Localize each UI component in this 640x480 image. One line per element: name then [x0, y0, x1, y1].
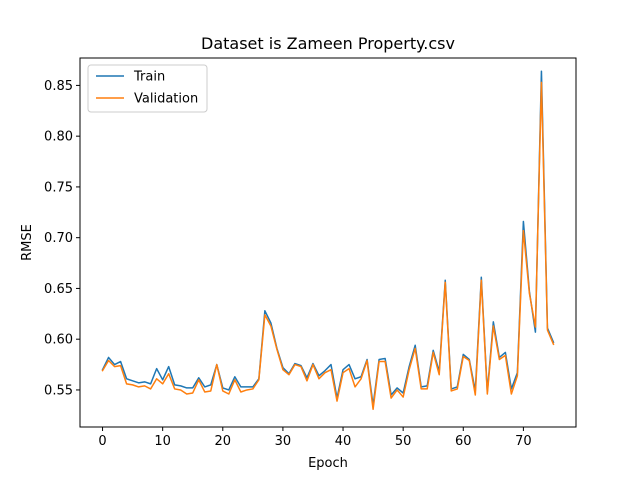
series-line-validation — [101, 81, 555, 410]
x-tick-label: 40 — [335, 434, 352, 449]
x-tick-label: 10 — [154, 434, 171, 449]
chart-title: Dataset is Zameen Property.csv — [201, 34, 455, 53]
x-tick-label: 70 — [515, 434, 532, 449]
legend-label-validation: Validation — [134, 92, 198, 107]
x-tick-label: 50 — [395, 434, 412, 449]
plot-area — [101, 70, 555, 410]
x-tick-label: 60 — [455, 434, 472, 449]
y-tick-label: 0.70 — [44, 231, 73, 246]
y-tick-label: 0.85 — [44, 79, 73, 94]
y-tick-label: 0.65 — [44, 282, 73, 297]
y-tick-label: 0.55 — [44, 383, 73, 398]
x-axis-label: Epoch — [308, 456, 348, 471]
x-tick-label: 0 — [98, 434, 106, 449]
x-tick-label: 30 — [275, 434, 292, 449]
y-axis: 0.55 0.60 0.65 0.70 0.75 0.80 0.85 — [44, 79, 80, 398]
x-axis: 0 10 20 30 40 50 60 70 — [98, 427, 532, 449]
legend-label-train: Train — [133, 70, 165, 85]
y-axis-label: RMSE — [20, 224, 35, 261]
legend: Train Validation — [87, 64, 208, 113]
y-tick-label: 0.80 — [44, 130, 73, 145]
plot-frame — [79, 57, 577, 428]
y-tick-label: 0.75 — [44, 180, 73, 195]
y-tick-label: 0.60 — [44, 333, 73, 348]
x-tick-label: 20 — [215, 434, 232, 449]
